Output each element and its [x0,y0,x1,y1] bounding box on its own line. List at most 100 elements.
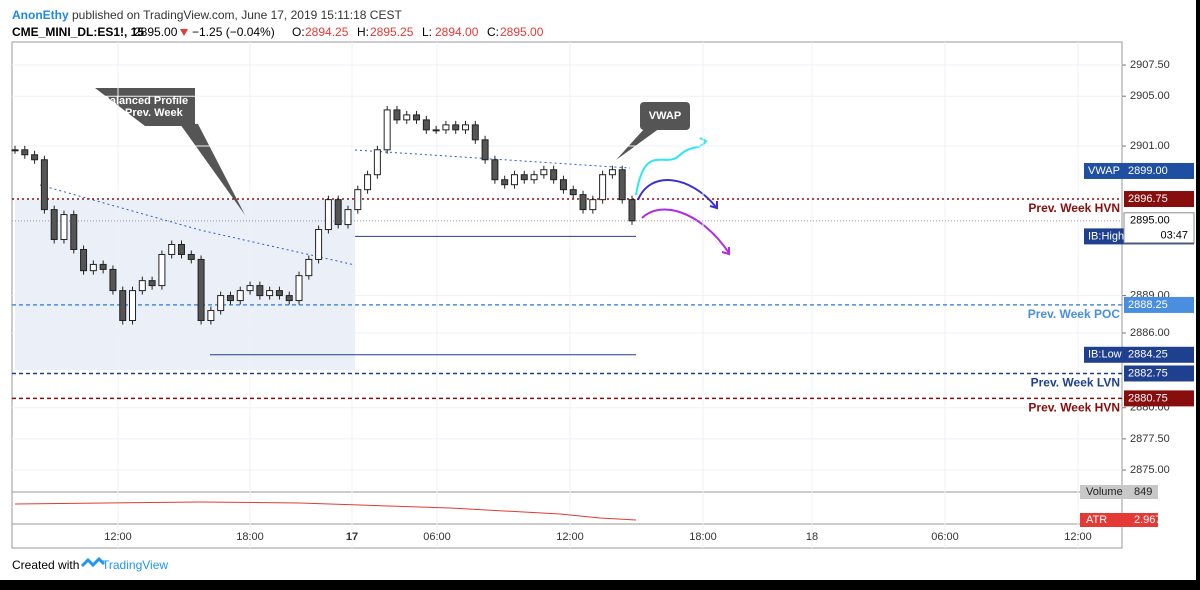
candle [177,243,185,255]
y-tick-label: 2877.50 [1130,433,1170,445]
chart: AnonEthy published on TradingView.com, J… [0,0,1196,580]
candle [236,290,244,302]
countdown: 03:47 [1160,230,1188,242]
candle [334,199,342,226]
ohlc-value: 2895.25 [370,25,414,39]
candle [285,295,293,302]
current-price: 2895.00 [1130,215,1170,227]
y-tick-label: 2907.50 [1130,59,1170,71]
candle [246,285,254,292]
indicator-name: Volume [1086,486,1123,498]
x-tick-label: 12:00 [1064,531,1092,543]
level-price: 2880.75 [1128,392,1168,404]
publisher: AnonEthy [12,8,69,22]
plot-frame [11,41,1123,549]
level-note: Prev. Week HVN [1028,201,1120,215]
y-tick-label: 2875.00 [1130,464,1170,476]
candle [413,114,421,121]
x-tick-label: 12:00 [104,531,132,543]
candle [383,109,391,151]
candle [462,124,470,131]
candle [256,285,264,297]
ohlc-key: H: [357,25,369,39]
candle [138,280,146,292]
candle [569,189,577,196]
candle [442,124,450,131]
candle [89,263,97,272]
candle [422,119,430,131]
footer-brand: TradingView [102,558,168,572]
candle [510,174,518,186]
ohlc-key: L: [422,25,432,39]
candle [364,174,372,191]
candle [471,124,479,141]
candle [452,124,460,131]
candle [187,253,195,260]
candle [168,243,176,255]
level-price: 2896.75 [1128,193,1168,205]
indicator-value: 849 [1134,486,1152,498]
vwap-line [39,149,631,266]
candle [11,149,19,152]
level-box [1124,390,1194,407]
annotation: Balanced Profile [102,95,188,107]
candle [530,174,538,181]
level-price: 2884.25 [1128,349,1168,361]
candle [550,169,558,181]
candle [501,179,509,186]
callout [640,102,690,130]
scenario-arrow [635,141,706,196]
candle [599,174,607,201]
candle [344,209,352,226]
candle [520,174,528,181]
candle [31,154,39,161]
level-tag: IB:Low [1088,349,1122,361]
candle [589,199,597,211]
published: published on TradingView.com, June 17, 2… [72,8,402,22]
candle [608,169,616,176]
level-tag: VWAP [1088,165,1120,177]
level-box [1084,162,1194,179]
candle [70,214,78,250]
change: −1.25 (−0.04%) [192,25,275,39]
indicator-name: ATR [1086,514,1107,526]
ohlc-key: O: [292,25,305,39]
x-tick-label: 17 [346,531,358,543]
candle [266,290,274,297]
candle [99,263,107,270]
current-box [1123,212,1195,244]
level-box [1084,346,1194,363]
candle [109,268,117,292]
candle [579,194,587,211]
indicator-box [1080,485,1158,499]
candle [50,209,58,241]
level-note: Prev. Week LVN [1031,376,1120,390]
level-price: 2882.75 [1128,367,1168,379]
candle [275,290,283,297]
candle [373,149,381,176]
callout-pointer [180,124,245,215]
candle [295,275,303,302]
candle [491,159,499,181]
level-tag: IB:High [1088,230,1124,242]
candle [393,109,401,121]
candle [315,229,323,260]
candle [217,295,225,312]
candle [432,129,440,132]
x-tick-label: 18 [806,531,818,543]
candle [305,258,313,277]
last-price: 2895.00 [134,25,178,39]
candle [40,159,48,211]
y-tick-label: 2886.00 [1130,327,1170,339]
atr-line [14,501,637,521]
candle [60,214,68,241]
candle [148,280,156,287]
scenario-arrow [637,179,717,208]
level-note: Prev. Week POC [1028,307,1121,321]
indicator-box [1080,513,1158,527]
candle [559,179,567,191]
candle [540,169,548,176]
candle [21,149,29,156]
x-tick-label: 06:00 [423,531,451,543]
scenario-arrow [641,208,730,254]
